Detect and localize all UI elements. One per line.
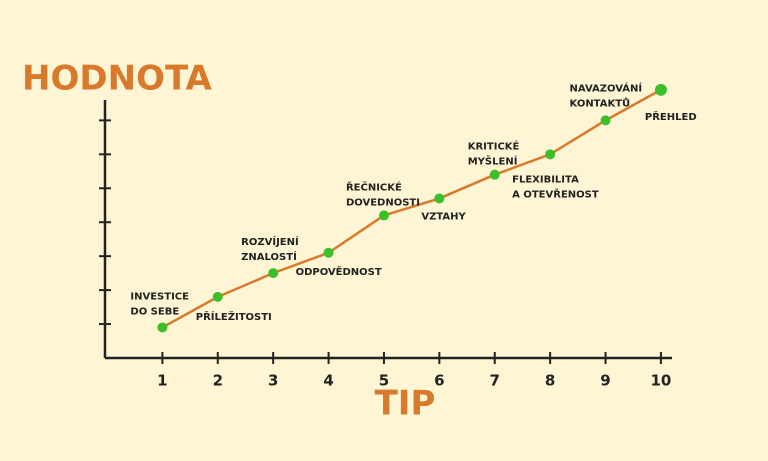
point-label: INVESTICE (130, 291, 189, 302)
point-label: MYŠLENÍ (468, 155, 518, 168)
point-label: DOVEDNOSTI (346, 197, 420, 208)
point (323, 247, 334, 258)
point (268, 268, 279, 279)
y-axis-label: HODNOTA (22, 59, 212, 99)
series-line (161, 88, 662, 329)
x-tick-label: 8 (545, 372, 555, 390)
point (157, 322, 168, 333)
point-label: ROZVÍJENÍ (241, 235, 299, 248)
point (654, 83, 667, 96)
point-label: A OTEVŘENOST (512, 187, 599, 200)
point (378, 210, 389, 221)
point-label: PŘÍLEŽITOSTI (196, 310, 272, 323)
x-tick-label: 5 (379, 372, 389, 390)
x-tick-label: 2 (213, 372, 223, 390)
point-label: KONTAKTŮ (570, 96, 631, 109)
point-label: PŘEHLED (645, 110, 697, 123)
point-label: KRITICKÉ (468, 140, 520, 153)
point (212, 291, 223, 302)
point-label: ŘEČNICKÉ (346, 180, 402, 193)
x-tick-label: 3 (268, 372, 278, 390)
point-label: ZNALOSTÍ (241, 250, 297, 263)
point (489, 169, 500, 180)
point-label: ODPOVĚDNOST (296, 265, 382, 278)
x-axis-label: TIP (375, 384, 436, 424)
x-tick-label: 4 (323, 372, 333, 390)
x-tick-label: 1 (157, 372, 167, 390)
x-tick-label: 7 (490, 372, 500, 390)
point-label: VZTAHY (421, 211, 466, 222)
point (600, 115, 611, 126)
x-tick-label: 6 (434, 372, 444, 390)
point (545, 149, 556, 160)
point (434, 193, 445, 204)
point-label: FLEXIBILITA (512, 174, 579, 185)
point-label: NAVAZOVÁNÍ (570, 81, 643, 94)
x-tick-label: 10 (650, 372, 671, 390)
point-label: DO SEBE (130, 306, 179, 317)
x-tick-label: 9 (600, 372, 610, 390)
